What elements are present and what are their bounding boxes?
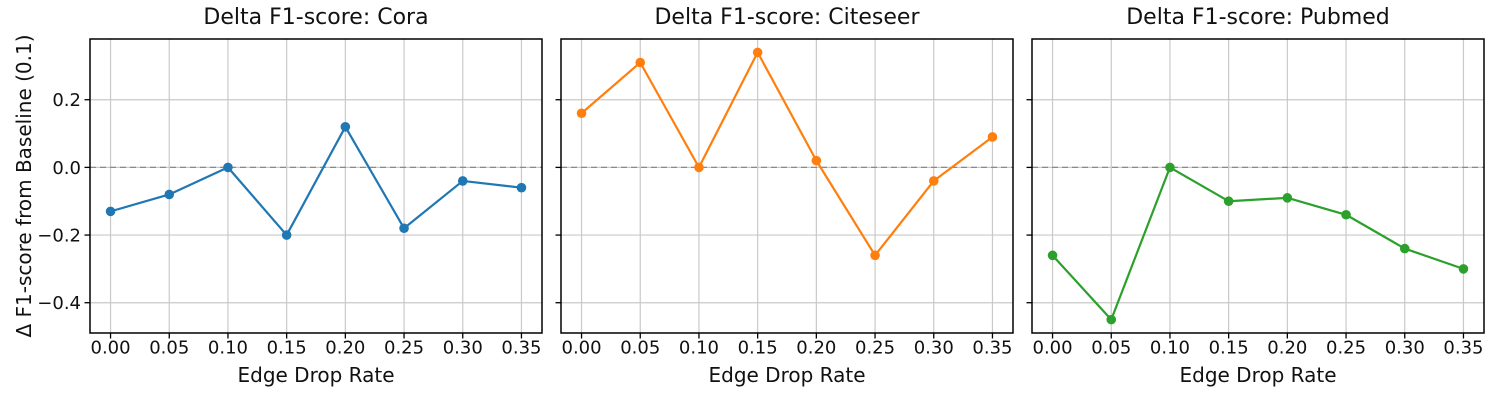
x-tick-label: 0.35 — [501, 338, 541, 359]
subplot-pubmed: 0.00 0.05 0.10 0.15 0.20 0.25 0.30 0.35 — [1026, 38, 1485, 359]
data-point-marker — [1341, 209, 1351, 220]
data-point-marker — [223, 162, 233, 173]
data-point-marker — [1106, 314, 1117, 325]
subplot-citeseer: 0.00 0.05 0.10 0.15 0.20 0.25 0.30 0.35 — [555, 38, 1014, 359]
data-point-marker — [340, 121, 351, 132]
x-tick-label: 0.05 — [1091, 338, 1131, 359]
subplot-cora: 0.00 0.05 0.10 0.15 0.20 0.25 0.30 0.35 0.2 0.0 −0… — [37, 38, 543, 359]
x-tick-label: 0.15 — [1209, 338, 1249, 359]
x-tick-label: 0.20 — [796, 338, 836, 359]
data-point-marker — [1458, 264, 1469, 274]
x-tick-label: 0.30 — [914, 338, 954, 359]
y-tick-label: −0.2 — [37, 226, 81, 247]
x-tick-label: 0.00 — [1033, 338, 1073, 359]
data-point-marker — [1282, 193, 1293, 203]
x-tick-label: 0.20 — [325, 338, 365, 359]
x-tick-label: 0.35 — [1443, 338, 1483, 359]
x-tick-label: 0.10 — [679, 338, 719, 359]
data-point-marker — [164, 189, 175, 200]
subplot-title-cora: Delta F1-score: Cora — [203, 5, 429, 30]
x-tick-label: 0.00 — [562, 338, 602, 359]
plot-box — [560, 38, 1014, 334]
data-point-marker — [635, 57, 646, 68]
data-point-marker — [516, 182, 527, 193]
x-tick-label: 0.30 — [1385, 338, 1425, 359]
x-tick-label: 0.25 — [855, 338, 895, 359]
x-tick-label: 0.10 — [208, 338, 248, 359]
plot-box — [89, 38, 543, 334]
x-tick-label: 0.30 — [443, 338, 483, 359]
data-point-marker — [1399, 243, 1410, 254]
data-point-marker — [928, 176, 939, 186]
x-tick-label: 0.20 — [1267, 338, 1307, 359]
data-point-marker — [457, 176, 468, 186]
y-tick-label: 0.2 — [52, 90, 81, 111]
x-tick-label: 0.15 — [267, 338, 307, 359]
x-tick-label: 0.25 — [1326, 338, 1366, 359]
subplot-title-pubmed: Delta F1-score: Pubmed — [1126, 5, 1390, 30]
data-point-marker — [399, 223, 409, 234]
data-point-marker — [987, 132, 998, 142]
x-tick-label: 0.35 — [972, 338, 1012, 359]
x-axis-label-pubmed: Edge Drop Rate — [1179, 363, 1337, 387]
series-line-pubmed — [1051, 166, 1465, 321]
y-tick-label: 0.0 — [52, 158, 81, 179]
x-axis-label-cora: Edge Drop Rate — [237, 363, 395, 387]
x-tick-label: 0.25 — [384, 338, 424, 359]
y-tick-label: −0.4 — [37, 293, 81, 314]
x-tick-label: 0.05 — [149, 338, 189, 359]
x-tick-label: 0.05 — [620, 338, 660, 359]
data-point-marker — [105, 206, 116, 217]
x-tick-label: 0.10 — [1150, 338, 1190, 359]
data-point-marker — [811, 155, 822, 166]
data-point-marker — [1047, 250, 1058, 261]
data-point-marker — [576, 108, 587, 119]
plot-box — [1031, 38, 1485, 334]
x-axis-label-citeseer: Edge Drop Rate — [708, 363, 866, 387]
series-line-cora — [109, 125, 523, 237]
data-point-marker — [694, 162, 704, 173]
data-point-marker — [752, 47, 763, 58]
x-tick-label: 0.00 — [91, 338, 131, 359]
subplot-title-citeseer: Delta F1-score: Citeseer — [654, 5, 920, 30]
data-point-marker — [1223, 196, 1234, 207]
data-point-marker — [1165, 162, 1175, 173]
data-point-marker — [870, 250, 880, 261]
x-tick-label: 0.15 — [738, 338, 778, 359]
data-point-marker — [281, 230, 292, 240]
series-line-citeseer — [580, 51, 994, 257]
